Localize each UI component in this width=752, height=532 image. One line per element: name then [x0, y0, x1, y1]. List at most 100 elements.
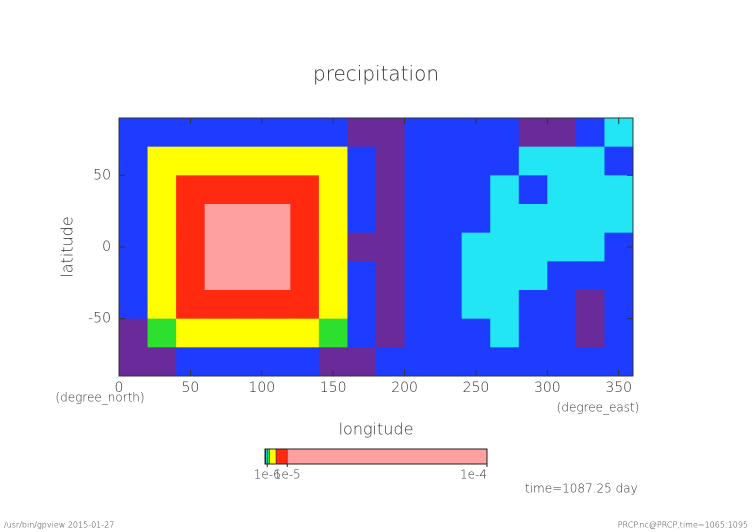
contour-cell [547, 175, 577, 205]
contour-cell [119, 261, 149, 291]
contour-cell [404, 261, 434, 291]
contour-cell [518, 261, 548, 291]
contour-cell [233, 175, 263, 205]
contour-cell [404, 175, 434, 205]
contour-cell [376, 118, 406, 148]
contour-cell [290, 347, 320, 377]
contour-cell [147, 290, 177, 320]
contour-cell [575, 318, 605, 348]
contour-cell [604, 261, 634, 291]
colorbar-tick-label: 1e-6 [254, 468, 281, 482]
contour-cell [204, 347, 234, 377]
contour-cell [376, 347, 406, 377]
contour-cell [261, 175, 291, 205]
contour-cell [575, 118, 605, 148]
contour-cell [490, 347, 520, 377]
contour-cell [318, 232, 348, 262]
contour-cell [261, 146, 291, 176]
contour-cell [261, 118, 291, 148]
contour-cell [290, 318, 320, 348]
contour-cell [176, 318, 206, 348]
contour-cell [261, 290, 291, 320]
contour-cell [347, 290, 377, 320]
contour-cell [233, 290, 263, 320]
x-tick-label: 300 [534, 380, 561, 396]
x-tick-label: 150 [320, 380, 347, 396]
contour-cell [347, 118, 377, 148]
y-tick-label: -50 [88, 311, 111, 327]
contour-cell [233, 318, 263, 348]
footer-right: PRCP.nc@PRCP,time=1065:1095 [618, 521, 748, 530]
colorbar-segment [286, 448, 488, 465]
x-tick-label: 0 [115, 380, 124, 396]
annotation: time=1087.25 day [525, 482, 638, 496]
contour-cell [490, 290, 520, 320]
contour-cell [261, 261, 291, 291]
contour-cell [290, 175, 320, 205]
contour-cell [490, 261, 520, 291]
contour-cell [518, 232, 548, 262]
contour-cell [119, 146, 149, 176]
contour-cell [575, 290, 605, 320]
contour-cell [204, 261, 234, 291]
contour-cell [147, 118, 177, 148]
contour-cell [518, 290, 548, 320]
contour-cell [204, 290, 234, 320]
contour-cell [204, 118, 234, 148]
contour-cell [147, 261, 177, 291]
contour-cell [547, 146, 577, 176]
contour-cell [404, 146, 434, 176]
contour-cell [433, 175, 463, 205]
contour-cell [204, 204, 234, 234]
x-tick-label: 200 [391, 380, 418, 396]
contour-cell [490, 118, 520, 148]
contour-cell [261, 318, 291, 348]
contour-cell [233, 204, 263, 234]
contour-cell [261, 232, 291, 262]
contour-cell [204, 146, 234, 176]
contour-cell [376, 318, 406, 348]
contour-cell [547, 290, 577, 320]
contour-cell [147, 318, 177, 348]
x-axis-label: longitude [339, 420, 414, 439]
contour-cell [490, 175, 520, 205]
y-axis-label: latitude [58, 216, 77, 277]
contour-cell [119, 318, 149, 348]
contour-cell [518, 318, 548, 348]
contour-cell [176, 175, 206, 205]
contour-cell [604, 175, 634, 205]
contour-cell [404, 118, 434, 148]
y-unit: (degree_north) [55, 391, 144, 405]
contour-cell [433, 232, 463, 262]
contour-cell [176, 232, 206, 262]
contour-cell [347, 175, 377, 205]
contour-cell [433, 347, 463, 377]
contour-cell [433, 118, 463, 148]
contour-cell [233, 261, 263, 291]
contour-cell [318, 318, 348, 348]
contour-cell [490, 232, 520, 262]
contour-cell [461, 261, 491, 291]
contour-cell [518, 146, 548, 176]
contour-cell [376, 146, 406, 176]
contour-cell [347, 318, 377, 348]
contour-cell [547, 318, 577, 348]
contour-cell [318, 261, 348, 291]
contour-cell [147, 204, 177, 234]
contour-cell [119, 175, 149, 205]
contour-cell [290, 146, 320, 176]
contour-cell [147, 146, 177, 176]
contour-cell [433, 146, 463, 176]
contour-cell [376, 175, 406, 205]
contour-cell [290, 232, 320, 262]
x-tick-label: 100 [248, 380, 275, 396]
contour-cell [404, 347, 434, 377]
colorbar-segment [269, 448, 277, 465]
contour-cell [461, 318, 491, 348]
contour-cell [376, 290, 406, 320]
contour-cell [290, 204, 320, 234]
contour-cell [376, 261, 406, 291]
contour-cell [433, 204, 463, 234]
contour-cell [176, 290, 206, 320]
contour-cell [518, 204, 548, 234]
